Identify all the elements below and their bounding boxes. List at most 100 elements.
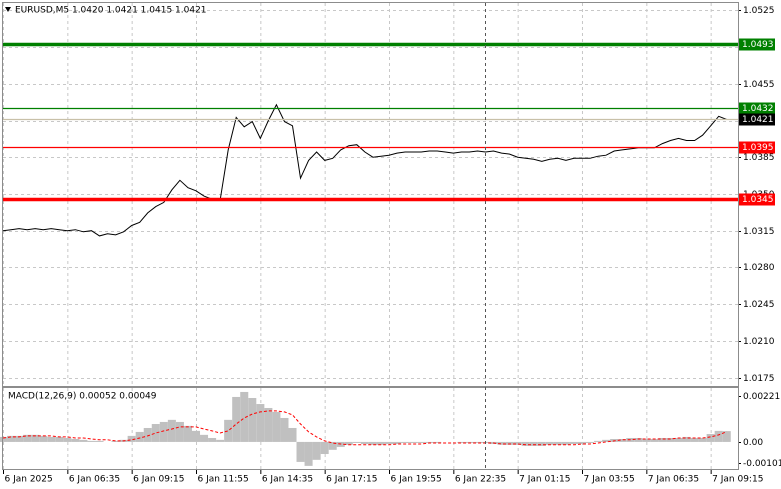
- macd-bar: [650, 439, 659, 442]
- macd-bar: [594, 440, 603, 442]
- x-tick-label: 6 Jan 22:35: [455, 475, 506, 485]
- macd-bar: [706, 434, 715, 442]
- macd-bar: [577, 441, 587, 445]
- y-tick-label: 1.0280: [743, 263, 775, 273]
- x-tick-label: 7 Jan 09:15: [712, 475, 763, 485]
- y-tick-label: 1.0210: [743, 337, 775, 347]
- macd-bar: [127, 435, 136, 442]
- macd-bar: [658, 437, 667, 442]
- macd-bar: [0, 436, 8, 442]
- macd-bar: [722, 431, 731, 442]
- macd-bar: [537, 441, 546, 446]
- y-tick-label: 1.0175: [743, 374, 775, 384]
- macd-bar: [15, 435, 24, 442]
- macd-bar: [248, 397, 257, 442]
- macd-bar: [256, 404, 265, 442]
- macd-bar: [714, 430, 723, 442]
- macd-bar: [183, 425, 192, 442]
- macd-bar: [368, 441, 377, 445]
- macd-bar: [312, 441, 321, 460]
- price-line: [2, 103, 727, 237]
- y-tick-label: 1.0315: [743, 227, 775, 237]
- macd-title: MACD(12,26,9) 0.00052 0.00049: [8, 392, 157, 402]
- macd-bar: [23, 434, 32, 442]
- macd-bar: [634, 437, 643, 442]
- macd-bar: [618, 439, 627, 442]
- macd-bar: [87, 440, 96, 442]
- macd-bar: [200, 434, 209, 442]
- level-label-box: [739, 113, 775, 126]
- macd-bar: [135, 431, 144, 442]
- macd-bar: [376, 441, 385, 445]
- macd-bar: [497, 441, 506, 445]
- macd-bar: [320, 441, 329, 455]
- macd-bar: [47, 436, 56, 442]
- macd-bar: [224, 419, 233, 442]
- main-frame: [2, 2, 739, 387]
- level-label-box: [739, 102, 775, 115]
- macd-bar: [586, 441, 595, 443]
- macd-bar: [401, 441, 410, 443]
- x-tick-label: 6 Jan 19:55: [390, 475, 441, 485]
- x-tick-label: 7 Jan 03:55: [583, 475, 634, 485]
- macd-bar: [602, 439, 611, 442]
- macd-bar: [698, 437, 707, 442]
- x-tick-label: 7 Jan 06:35: [648, 475, 699, 485]
- macd-bar: [71, 439, 80, 442]
- macd-bar: [384, 441, 394, 445]
- y-tick-label: 1.0525: [743, 6, 775, 16]
- macd-bar: [553, 441, 562, 445]
- macd-bar: [167, 419, 176, 442]
- macd-bar: [288, 427, 297, 442]
- menu-triangle: [5, 7, 11, 12]
- macd-bar: [666, 437, 675, 442]
- y-tick-label: 0.00: [743, 438, 763, 448]
- macd-bar: [280, 417, 289, 442]
- macd-bar: [232, 396, 241, 442]
- macd-bar: [55, 436, 64, 442]
- macd-bar: [674, 437, 683, 442]
- chart-title: EURUSD,M5 1.0420 1.0421 1.0415 1.0421: [15, 6, 207, 16]
- level-label: 1.0421: [742, 115, 774, 125]
- macd-bar: [31, 434, 40, 442]
- macd-bar: [417, 441, 426, 443]
- x-tick-label: 6 Jan 11:55: [197, 475, 248, 485]
- macd-bar: [296, 441, 305, 462]
- y-tick-label: 1.0455: [743, 80, 775, 90]
- level-label: 1.0395: [742, 143, 774, 153]
- macd-frame: [2, 387, 739, 470]
- macd-bar: [505, 441, 514, 445]
- macd-bar: [175, 421, 184, 442]
- macd-bar: [433, 441, 442, 443]
- x-tick-label: 6 Jan 17:15: [326, 475, 377, 485]
- macd-bar: [111, 440, 120, 442]
- macd-bar: [304, 441, 313, 466]
- x-tick-label: 6 Jan 2025: [5, 475, 53, 485]
- macd-bar: [39, 435, 48, 442]
- macd-bar: [425, 441, 434, 443]
- x-tick-label: 7 Jan 01:15: [519, 475, 570, 485]
- macd-bar: [682, 436, 691, 442]
- level-label-box: [739, 193, 775, 206]
- macd-bar: [513, 441, 522, 445]
- y-tick-label: -0.00101: [743, 459, 781, 469]
- macd-bar: [690, 437, 699, 442]
- macd-bar: [360, 441, 369, 445]
- level-label: 1.0345: [742, 195, 774, 205]
- x-tick-label: 6 Jan 06:35: [69, 475, 120, 485]
- signal-line: [2, 410, 727, 446]
- macd-bar: [264, 407, 273, 442]
- y-tick-label: 1.0245: [743, 300, 775, 310]
- level-label: 1.0432: [742, 104, 774, 114]
- macd-bar: [473, 441, 482, 443]
- macd-bar: [409, 441, 418, 443]
- level-label-box: [739, 38, 775, 51]
- macd-bar: [208, 437, 217, 442]
- macd-bar: [95, 440, 104, 442]
- y-tick-label: 0.00221: [743, 392, 780, 402]
- macd-bar: [143, 427, 152, 442]
- y-tick-label: 1.0385: [743, 153, 775, 163]
- macd-bar: [7, 435, 16, 442]
- macd-bar: [465, 441, 474, 443]
